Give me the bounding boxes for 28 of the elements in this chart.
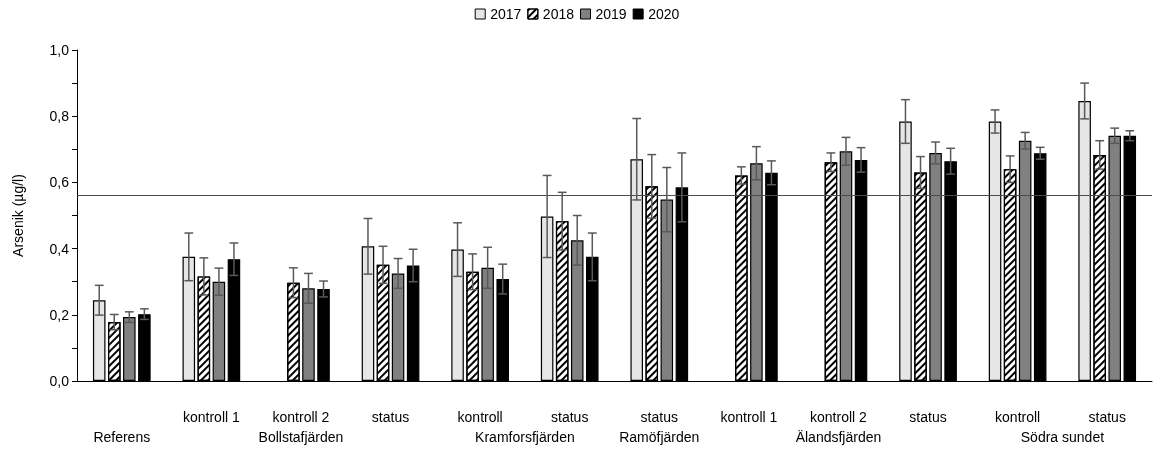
legend-label: 2018 <box>542 6 575 22</box>
y-tick-label: 1,0 <box>49 42 70 58</box>
y-tick-label: 0,8 <box>49 108 70 125</box>
text: Bollstafjärden <box>258 429 344 445</box>
text: Ramöfjärden <box>619 429 700 445</box>
x-tick-label: kontroll 1 <box>720 409 778 425</box>
x-tick-label: kontroll <box>457 409 503 425</box>
legend-label: 2020 <box>648 6 680 22</box>
y-tick-label: 0,2 <box>49 306 70 323</box>
y-tick-label: 0,4 <box>49 240 70 257</box>
x-tick-label: status <box>371 409 410 425</box>
x-tick-label: status <box>640 409 678 425</box>
y-tick-label: 0,0 <box>49 373 70 389</box>
x-tick-label: status <box>909 409 947 425</box>
text: Kramforsfjärden <box>475 429 575 445</box>
legend-label: 2017 <box>490 6 522 22</box>
x-tick-label: kontroll <box>995 409 1041 425</box>
x-tick-label: status <box>1088 409 1126 425</box>
text: Referens <box>93 429 151 445</box>
x-tick-label: kontroll 2 <box>810 409 868 425</box>
x-tick-label: kontroll 2 <box>272 409 330 425</box>
legend-label: 2019 <box>595 6 627 22</box>
y-axis-title: Arsenik (µg/l) <box>10 174 26 257</box>
x-tick-label: kontroll 1 <box>182 409 240 425</box>
x-tick-label: status <box>551 409 589 425</box>
y-tick-label: 0,6 <box>49 174 70 191</box>
text: Södra sundet <box>1020 429 1105 445</box>
text: Älandsfjärden <box>795 429 882 445</box>
